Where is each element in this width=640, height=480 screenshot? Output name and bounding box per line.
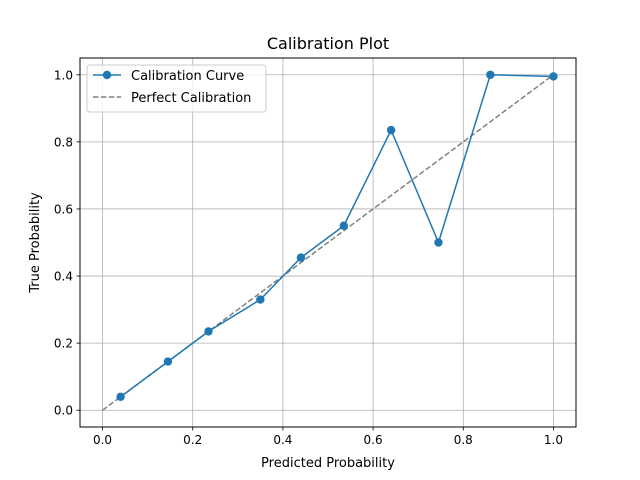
y-tick-label-0: 0.0 [54, 404, 73, 418]
data-point-calibration-curve-3 [256, 295, 265, 304]
data-point-calibration-curve-6 [386, 125, 396, 135]
legend-label-calibration-curve: Calibration Curve [131, 69, 244, 84]
y-tick-label-1: 0.2 [54, 337, 73, 351]
x-tick-label-3: 0.6 [364, 433, 383, 447]
x-tick-label-2: 0.4 [273, 433, 292, 447]
x-tick-label-0: 0.0 [93, 433, 112, 447]
legend-marker-calibration-curve [102, 70, 112, 80]
series-line-perfect-calibration [102, 74, 554, 411]
data-point-calibration-curve-2 [204, 327, 213, 336]
data-point-calibration-curve-0 [116, 392, 125, 402]
legend-label-perfect-calibration: Perfect Calibration [131, 91, 251, 106]
series-line-calibration-curve [120, 74, 554, 398]
data-point-calibration-curve-9 [549, 72, 558, 81]
y-tick-label-3: 0.6 [54, 202, 73, 216]
y-tick-label-2: 0.4 [54, 270, 73, 284]
data-point-calibration-curve-5 [339, 221, 348, 230]
y-axis-label: True Probability [28, 192, 43, 294]
legend-box [86, 64, 267, 113]
x-tick-label-5: 1.0 [544, 433, 563, 447]
y-tick-label-4: 0.8 [54, 135, 73, 149]
legend: Calibration Curve Perfect Calibration [86, 64, 267, 113]
x-tick-label-4: 0.8 [454, 433, 473, 447]
chart-title: Calibration Plot [267, 34, 389, 53]
ticks: 0.0 0.2 0.4 0.6 0.8 1.0 0.0 0.2 0.4 0.6 0.8 1.0 [54, 68, 563, 447]
data-point-calibration-curve-1 [163, 357, 173, 366]
x-tick-label-1: 0.2 [183, 433, 202, 447]
data-point-calibration-curve-4 [296, 253, 306, 262]
y-tick-label-5: 1.0 [54, 68, 73, 82]
data-point-calibration-curve-8 [486, 70, 495, 79]
series-layer [102, 70, 558, 411]
data-point-calibration-curve-7 [434, 238, 443, 247]
plot-frame [79, 57, 577, 428]
x-axis-label: Predicted Probability [261, 456, 395, 471]
